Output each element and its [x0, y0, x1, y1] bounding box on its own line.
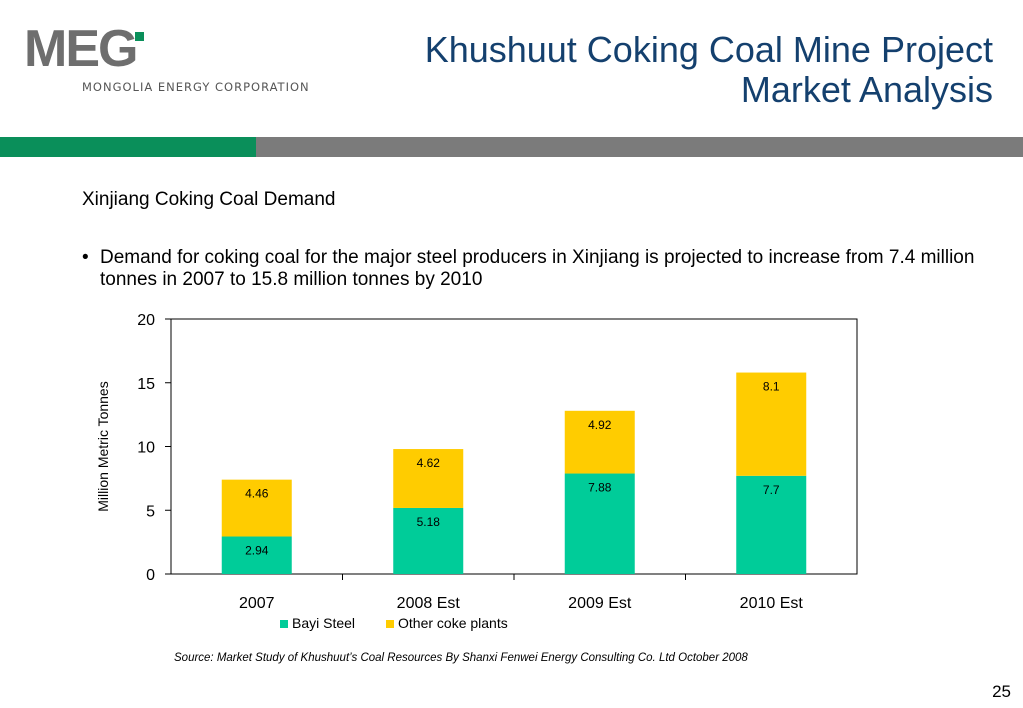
y-axis-label: Million Metric Tonnes: [95, 381, 111, 511]
data-label: 2.94: [245, 544, 269, 558]
bar-bayi-steel: [221, 536, 292, 574]
bar-other-coke-plants: [736, 372, 807, 476]
y-tick-label: 20: [137, 312, 155, 329]
divider-green-segment: [0, 137, 256, 157]
bar-other-coke-plants: [221, 479, 292, 537]
logo-text: MEG: [24, 22, 136, 72]
data-label: 7.88: [588, 481, 612, 495]
legend-swatch: [280, 620, 288, 628]
divider-gray-segment: [256, 137, 1023, 157]
data-label: 4.62: [417, 456, 441, 470]
bullet-dot-icon: •: [82, 247, 89, 268]
bar-other-coke-plants: [393, 449, 464, 508]
section-subheading: Xinjiang Coking Coal Demand: [82, 189, 336, 210]
company-logo: MEG MONGOLIA ENERGY CORPORATION: [24, 22, 324, 102]
data-label: 7.7: [763, 483, 780, 497]
stacked-bar-chart: 0 5 10 15 20 Million Metric Tonnes 2.94 4.46 200…: [95, 312, 858, 631]
logo-green-square-icon: [135, 32, 144, 41]
title-line-2: Market Analysis: [740, 69, 993, 110]
slide-title: Khushuut Coking Coal Mine Project Market…: [425, 30, 993, 110]
y-tick-label: 10: [137, 440, 155, 457]
bar-other-coke-plants: [564, 410, 635, 474]
bullet-point: • Demand for coking coal for the major st…: [82, 247, 980, 291]
x-tick-label: 2010 Est: [740, 595, 804, 612]
data-label: 4.46: [245, 487, 269, 501]
page-number: 25: [992, 682, 1011, 701]
logo-subtitle: MONGOLIA ENERGY CORPORATION: [82, 80, 310, 94]
y-tick-label: 0: [146, 567, 155, 584]
data-label: 8.1: [763, 380, 780, 394]
meg-logo-mark: MEG: [24, 22, 144, 72]
x-tick-label: 2009 Est: [568, 595, 632, 612]
legend-swatch: [386, 620, 394, 628]
header-divider: [0, 137, 1023, 157]
legend-entry: Bayi Steel: [292, 615, 355, 631]
source-citation: Source: Market Study of Khushuut’s Coal …: [174, 652, 748, 664]
data-label: 4.92: [588, 418, 612, 432]
bullet-text: Demand for coking coal for the major ste…: [100, 247, 975, 290]
x-tick-label: 2008 Est: [397, 595, 461, 612]
y-tick-label: 5: [146, 503, 155, 520]
bar-bayi-steel: [393, 507, 464, 574]
bar-bayi-steel: [564, 473, 635, 574]
legend-entry: Other coke plants: [398, 615, 508, 631]
title-line-1: Khushuut Coking Coal Mine Project: [424, 29, 993, 70]
y-tick-label: 15: [137, 376, 155, 393]
data-label: 5.18: [417, 515, 441, 529]
x-tick-label: 2007: [239, 595, 275, 612]
bar-bayi-steel: [736, 475, 807, 574]
